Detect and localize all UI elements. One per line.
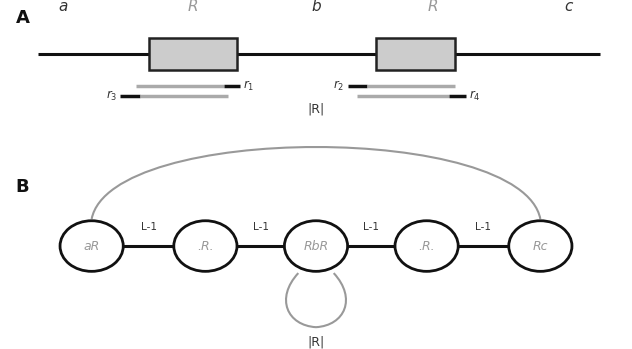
Text: A: A (16, 9, 30, 27)
Text: L-1: L-1 (253, 222, 269, 232)
Text: $r_1$: $r_1$ (243, 79, 255, 92)
Text: .R.: .R. (418, 239, 435, 253)
Text: L-1: L-1 (475, 222, 492, 232)
Text: $r_4$: $r_4$ (469, 89, 480, 103)
Text: a: a (59, 0, 68, 14)
Text: .R.: .R. (197, 239, 214, 253)
Text: B: B (16, 178, 30, 196)
Text: Rc: Rc (533, 239, 548, 253)
Text: |R|: |R| (307, 102, 325, 115)
Text: c: c (564, 0, 573, 14)
Ellipse shape (174, 221, 237, 272)
Text: RbR: RbR (303, 239, 329, 253)
Text: b: b (311, 0, 321, 14)
Ellipse shape (60, 221, 123, 272)
Bar (149, 38, 237, 70)
Bar (376, 38, 455, 70)
Text: aR: aR (83, 239, 100, 253)
Text: $r_2$: $r_2$ (333, 79, 344, 92)
Text: $r_3$: $r_3$ (106, 89, 117, 103)
Ellipse shape (395, 221, 458, 272)
Ellipse shape (284, 221, 348, 272)
Text: L-1: L-1 (140, 222, 157, 232)
Text: R: R (428, 0, 438, 14)
Ellipse shape (509, 221, 572, 272)
Text: R: R (188, 0, 198, 14)
Text: |R|: |R| (307, 336, 325, 349)
Text: L-1: L-1 (363, 222, 379, 232)
